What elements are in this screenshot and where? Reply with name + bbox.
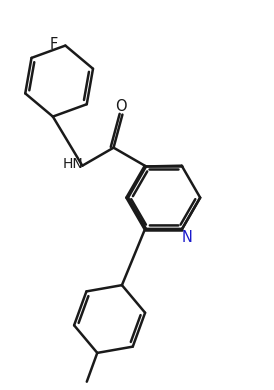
Text: N: N [181,230,192,245]
Text: F: F [50,37,58,51]
Text: O: O [115,99,127,114]
Text: HN: HN [63,157,84,171]
